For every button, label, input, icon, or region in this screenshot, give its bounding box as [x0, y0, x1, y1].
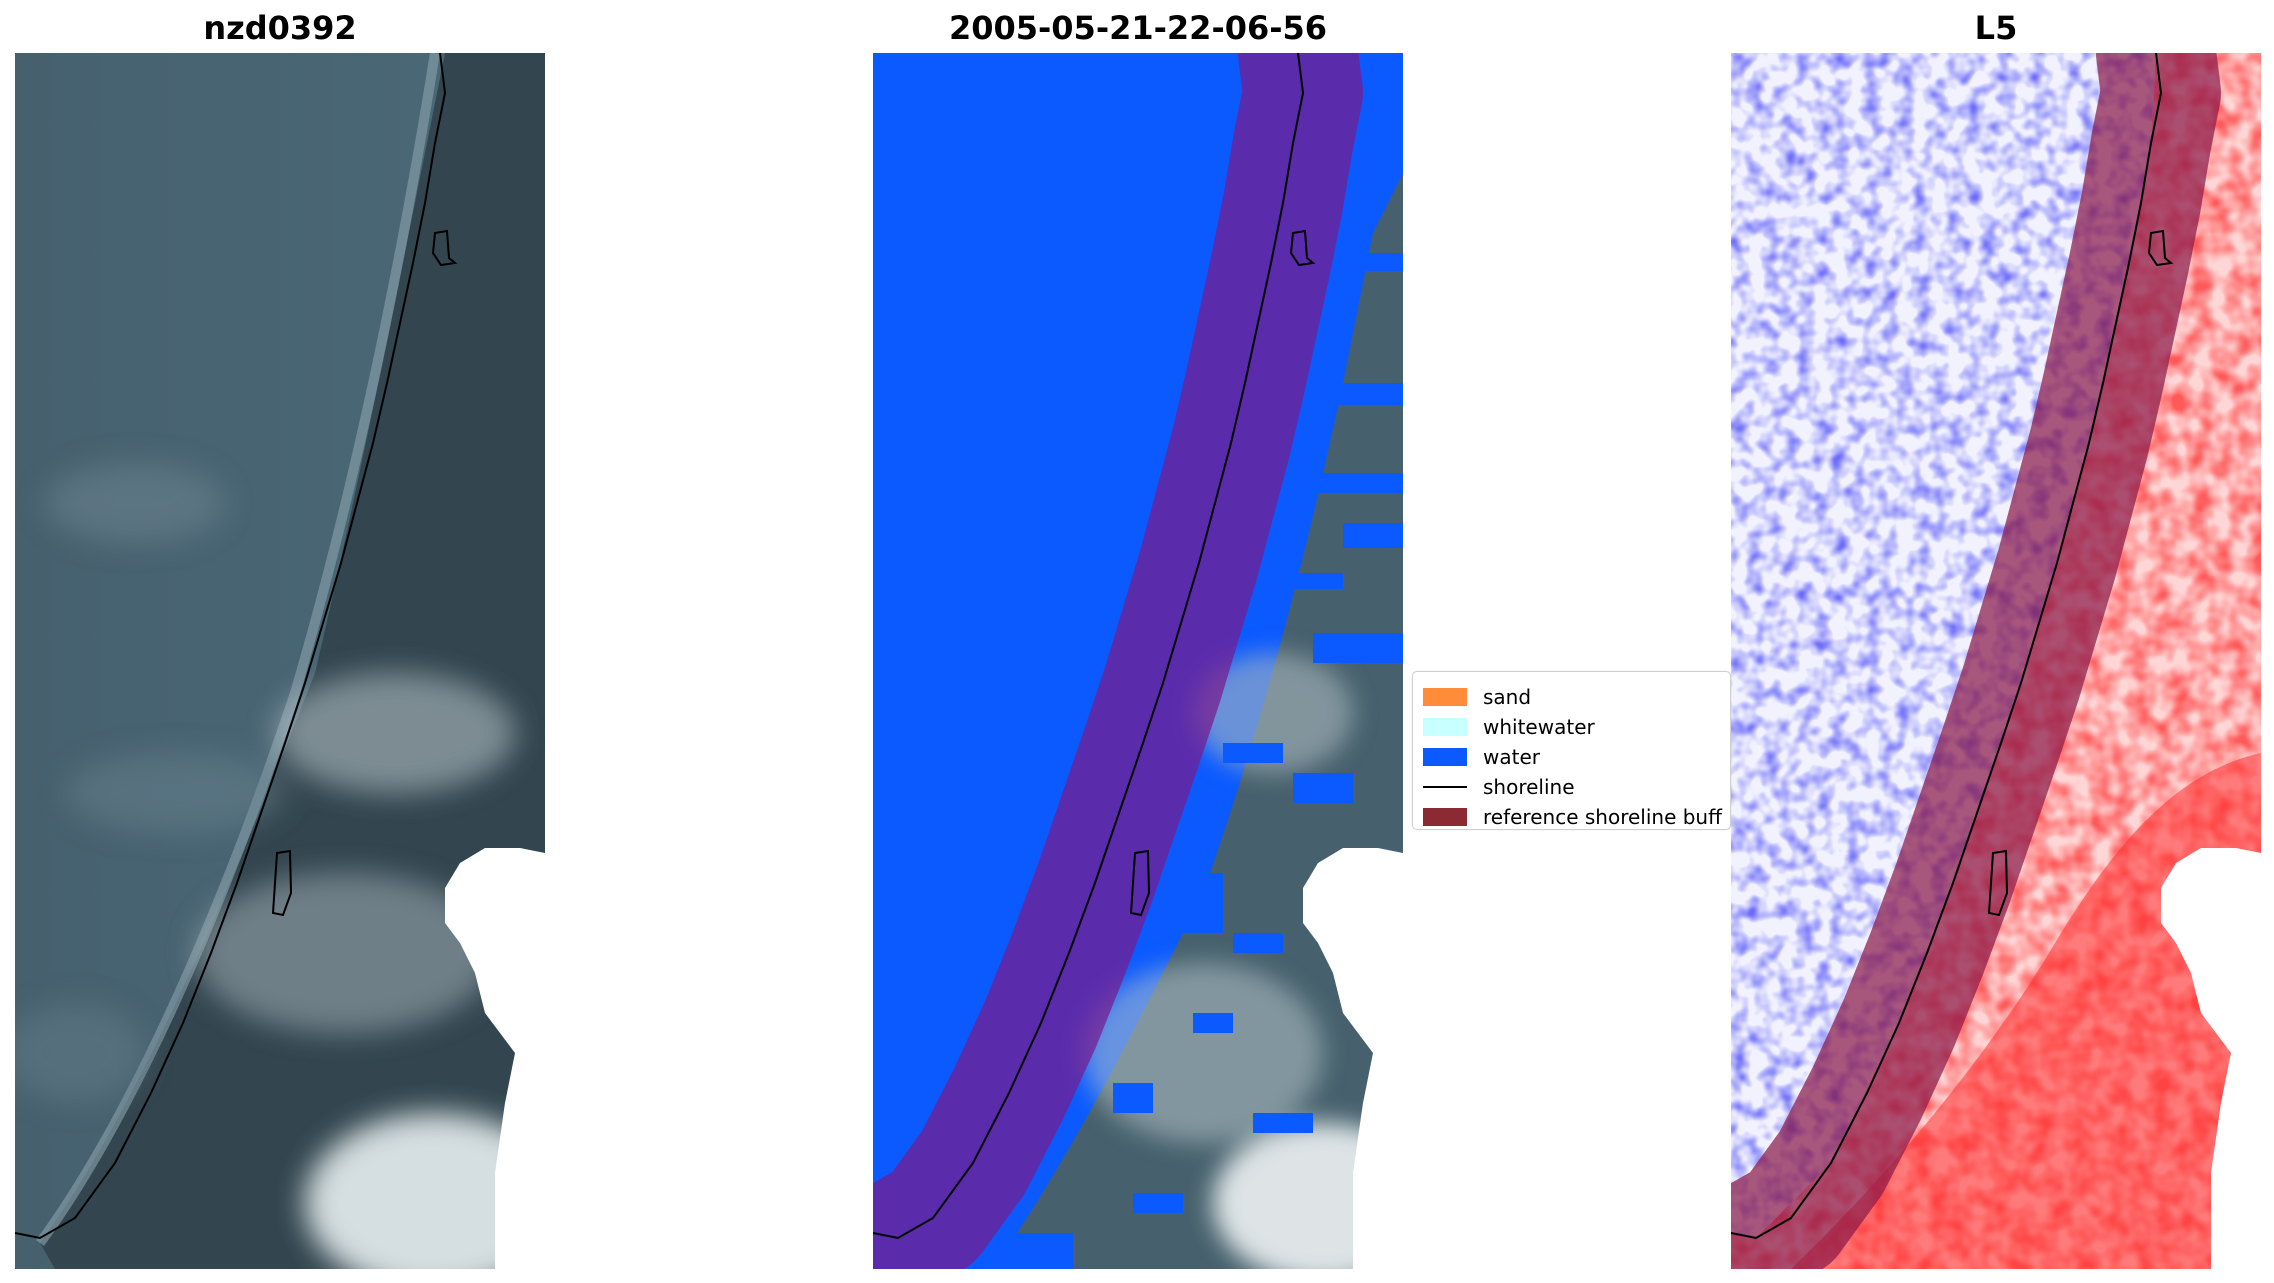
sand-swatch-icon — [1423, 688, 1467, 706]
title-right: L5 — [1974, 9, 2018, 47]
whitewater-swatch-icon — [1423, 718, 1467, 736]
shoreline-islet — [271, 849, 293, 917]
legend-item-reference-buffer: reference shoreline buff — [1413, 802, 1722, 829]
shoreline-islet — [2147, 229, 2174, 267]
surf-zone — [35, 53, 440, 1246]
shoreline-islet — [431, 229, 458, 267]
title-left: nzd0392 — [203, 9, 357, 47]
legend-item-water: water — [1413, 742, 1540, 772]
rgb-image-panel — [15, 53, 545, 1269]
water-swatch-icon — [1423, 748, 1467, 766]
legend-item-shoreline: shoreline — [1413, 772, 1575, 802]
shoreline-line-icon — [1423, 786, 1467, 788]
no-data-region — [445, 848, 545, 1269]
legend-label: reference shoreline buff — [1483, 805, 1722, 829]
legend-label: shoreline — [1483, 775, 1575, 799]
shoreline-islet — [1289, 229, 1316, 267]
no-data-region — [1303, 848, 1403, 1269]
shoreline — [873, 53, 1305, 1240]
land-patches — [993, 173, 1403, 1269]
legend-label: water — [1483, 745, 1540, 769]
index-map-panel — [1731, 53, 2261, 1269]
cloud-layer — [15, 463, 545, 1269]
shoreline-islet — [1987, 849, 2009, 917]
legend-label: sand — [1483, 685, 1532, 709]
title-middle: 2005-05-21-22-06-56 — [948, 9, 1328, 47]
buffer-swatch-icon — [1423, 808, 1467, 826]
classification-panel — [873, 53, 1403, 1269]
legend-item-whitewater: whitewater — [1413, 712, 1595, 742]
legend-item-sand: sand — [1413, 682, 1531, 712]
no-data-region — [2161, 848, 2261, 1269]
shoreline — [15, 53, 447, 1240]
legend: sand whitewater water shoreline referenc… — [1412, 671, 1731, 830]
water-class-speckles — [993, 253, 1403, 1269]
shoreline-islet — [1129, 849, 1151, 917]
legend-label: whitewater — [1483, 715, 1595, 739]
shoreline — [1731, 53, 2163, 1240]
